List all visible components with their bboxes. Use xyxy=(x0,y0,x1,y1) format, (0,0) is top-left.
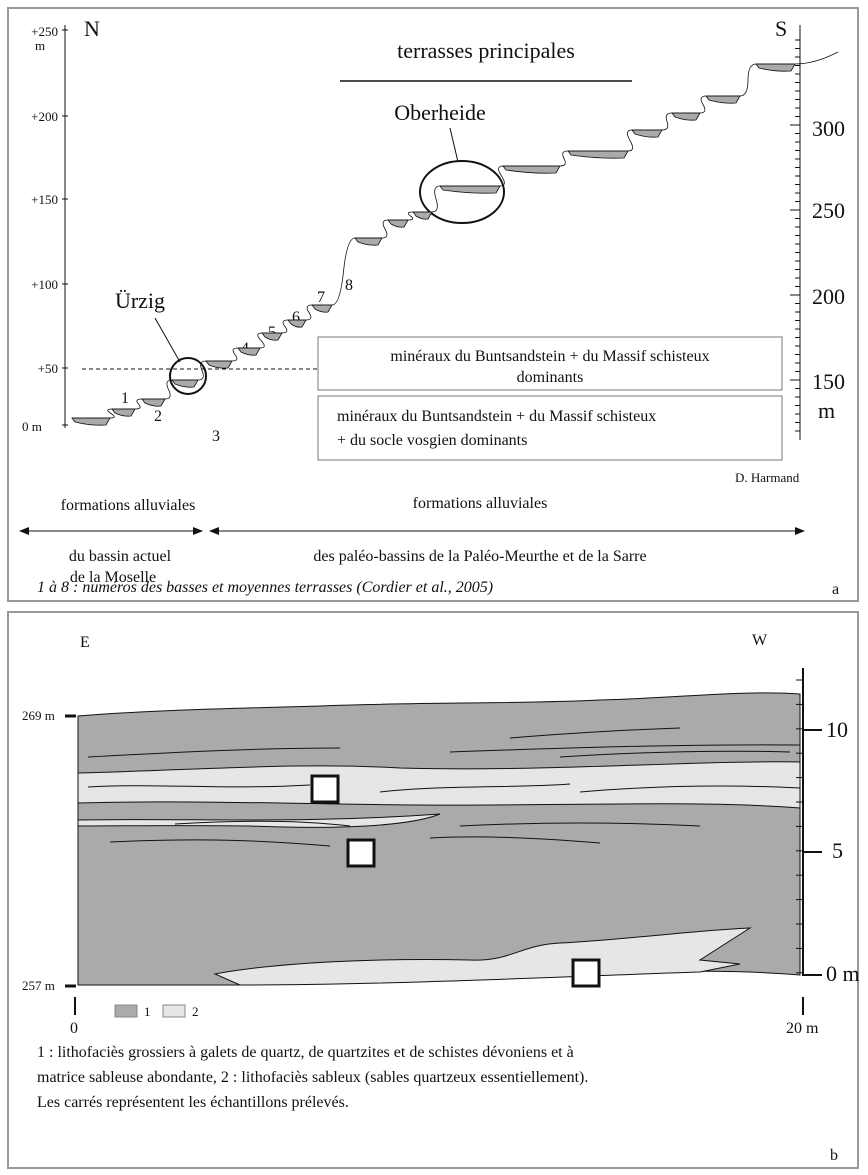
legend-swatch xyxy=(114,1004,138,1018)
terrace xyxy=(71,417,111,426)
author: D. Harmand xyxy=(735,470,800,485)
north-label: N xyxy=(84,16,100,41)
terrace xyxy=(205,360,233,369)
scale-label: 0 xyxy=(70,1020,78,1037)
leader xyxy=(154,317,181,363)
axis-label: 10 xyxy=(826,717,848,742)
formation-label: du bassin actuel xyxy=(69,548,172,565)
leader xyxy=(449,127,459,163)
axis-label: 150 xyxy=(812,369,845,394)
terrace xyxy=(412,211,433,220)
axis-label: 0 m xyxy=(826,961,860,986)
axis-label: 5 xyxy=(832,838,843,863)
panel-letter: a xyxy=(832,581,839,598)
terrace-number: 8 xyxy=(345,277,353,294)
terrace xyxy=(671,112,701,121)
legend-swatch xyxy=(162,1004,186,1018)
axis-label: 300 xyxy=(812,116,845,141)
south-label: S xyxy=(775,16,787,41)
axis-label: +150 xyxy=(31,192,58,207)
panel-letter: b xyxy=(830,1147,838,1164)
oberheide-label: Oberheide xyxy=(394,100,486,125)
axis-label: +50 xyxy=(38,361,58,376)
terrace xyxy=(502,165,561,174)
terrace xyxy=(705,95,741,104)
panel-a-frame xyxy=(7,7,859,602)
terrace-number: 7 xyxy=(317,289,325,306)
formation-label: formations alluviales xyxy=(413,495,548,512)
sand-lens xyxy=(77,761,801,809)
bedding-lines xyxy=(87,727,801,847)
caption: 1 à 8 : numéros des basses et moyennes t… xyxy=(37,579,493,596)
formation-label: de la Moselle xyxy=(70,569,156,586)
terrace-number: 5 xyxy=(268,324,276,341)
terrace-number: 3 xyxy=(212,428,220,445)
axis-label: 200 xyxy=(812,284,845,309)
formation-label: formations alluviales xyxy=(61,497,196,514)
axis-label: +250 xyxy=(31,24,58,39)
sample xyxy=(310,774,340,804)
axis-label: 0 m xyxy=(22,419,42,434)
terrace-number: 1 xyxy=(121,390,129,407)
panel-b-frame xyxy=(7,611,859,1169)
terrace xyxy=(171,379,199,388)
terrace xyxy=(567,150,629,159)
scale-label: 20 m xyxy=(786,1020,819,1037)
axis-label: m xyxy=(35,38,45,53)
panel-a: +250 m +200 +150 +100 +50 0 m N S terras… xyxy=(19,16,845,598)
terrace-number: 2 xyxy=(154,408,162,425)
box-upper xyxy=(317,336,783,391)
axis-label: 250 xyxy=(812,198,845,223)
oberheide-circle xyxy=(419,160,505,224)
caption: 1 : lithofaciès grossiers à galets de qu… xyxy=(37,1044,574,1061)
sand-lens xyxy=(213,927,752,986)
sample xyxy=(346,838,376,868)
terrace xyxy=(237,347,261,356)
profile xyxy=(72,51,839,419)
formation-label: des paléo-bassins de la Paléo-Meurthe et… xyxy=(313,548,646,565)
axis-label: 269 m xyxy=(22,708,55,723)
terrace xyxy=(354,237,383,246)
terrace xyxy=(755,63,796,72)
sample xyxy=(571,958,601,988)
axis-label: m xyxy=(818,398,835,423)
panel-b: E W 269 m 257 m 10 5 0 m 1 2 0 20 m 1 : … xyxy=(22,632,860,1164)
axis-label: 257 m xyxy=(22,978,55,993)
terrace xyxy=(261,332,283,341)
terrace xyxy=(311,304,333,313)
terrace xyxy=(111,408,136,417)
axis-label: +100 xyxy=(31,277,58,292)
sand-lens xyxy=(77,813,441,828)
terrace xyxy=(439,185,501,194)
terrace-number: 6 xyxy=(292,309,300,326)
axis-label: +200 xyxy=(31,109,58,124)
caption: matrice sableuse abondante, 2 : lithofac… xyxy=(37,1069,588,1086)
title: terrasses principales xyxy=(397,38,575,63)
west-label: W xyxy=(752,632,768,649)
box-text: minéraux du Buntsandstein + du Massif sc… xyxy=(337,408,656,425)
legend-label: 1 xyxy=(144,1004,151,1019)
box-text: dominants xyxy=(517,369,584,386)
box-text: + du socle vosgien dominants xyxy=(337,432,527,449)
urzig-circle xyxy=(169,357,207,395)
terrace xyxy=(387,219,409,228)
minor-ticks xyxy=(796,679,822,976)
urzig-label: Ürzig xyxy=(115,288,165,313)
box-lower xyxy=(317,395,783,461)
box-text: minéraux du Buntsandstein + du Massif sc… xyxy=(390,348,709,365)
legend-label: 2 xyxy=(192,1004,199,1019)
terrace xyxy=(141,398,166,407)
caption: Les carrés représentent les échantillons… xyxy=(37,1094,349,1111)
terrace xyxy=(287,319,307,328)
terrace xyxy=(631,129,663,138)
east-label: E xyxy=(80,634,90,651)
